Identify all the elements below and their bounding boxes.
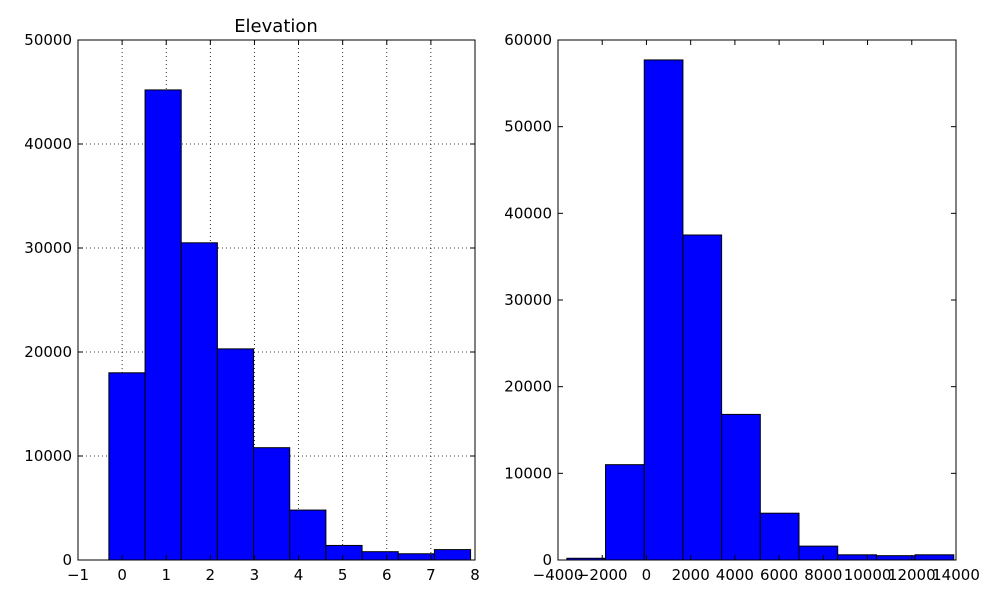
histogram-bar [144, 89, 182, 561]
x-tick-label: 3 [250, 566, 260, 584]
histogram-bar [108, 372, 146, 561]
histogram-bar [289, 509, 327, 561]
y-tick-label: 40000 [504, 204, 552, 222]
histogram-bar [837, 554, 877, 561]
x-tick-label: 6 [382, 566, 392, 584]
histogram-bar [798, 545, 839, 561]
histogram-bar [433, 549, 472, 561]
x-tick-label: 2000 [672, 566, 710, 584]
x-tick-label: 10000 [844, 566, 892, 584]
second-histogram-panel: −4000−2000 0 2000 4000 6000 8000 1000012000140… [504, 31, 980, 584]
x-tick-label: 0 [642, 566, 652, 584]
x-tick-label: 4000 [716, 566, 754, 584]
y-tick-label: 30000 [24, 239, 72, 257]
y-tick-label: 50000 [504, 118, 552, 136]
axes-frame [77, 39, 476, 561]
x-tick-label: 8000 [804, 566, 842, 584]
histogram-bar [180, 242, 218, 561]
histogram-bar [216, 348, 255, 561]
y-tick-label: 50000 [24, 31, 72, 49]
elevation-histogram-panel: Elevation −1 0 1 2 3 4 5 6 7 80100002000030000400… [24, 16, 479, 584]
x-tick-label: −4000 [533, 566, 584, 584]
x-tick-label: 7 [426, 566, 436, 584]
x-tick-label: 0 [117, 566, 127, 584]
x-tick-label: 14000 [932, 566, 980, 584]
histogram-bar [682, 234, 723, 561]
y-tick-label: 20000 [24, 343, 72, 361]
x-tick-label: 2 [206, 566, 216, 584]
histogram-bar [643, 59, 684, 561]
histogram-bar [361, 551, 399, 561]
y-tick-label: 10000 [24, 447, 72, 465]
chart-title: Elevation [234, 16, 318, 37]
histogram-bar [605, 464, 645, 561]
y-tick-label: 60000 [504, 31, 552, 49]
x-tick-label: 5 [338, 566, 348, 584]
y-tick-label: 40000 [24, 135, 72, 153]
x-tick-label: 12000 [888, 566, 936, 584]
x-tick-label: 6000 [760, 566, 798, 584]
histogram-bar [325, 544, 363, 561]
y-tick-label: 0 [62, 551, 72, 569]
histogram-bar [397, 553, 435, 561]
x-tick-label: 4 [294, 566, 304, 584]
x-tick-label: −1 [67, 566, 89, 584]
histogram-bar [914, 554, 955, 561]
x-tick-label: −2000 [577, 566, 628, 584]
x-tick-label: 8 [470, 566, 480, 584]
y-tick-label: 10000 [504, 464, 552, 482]
histogram-bar [253, 447, 291, 561]
y-tick-label: 20000 [504, 378, 552, 396]
histogram-bar [721, 413, 761, 561]
x-tick-label: 1 [161, 566, 171, 584]
histogram-bar [759, 512, 800, 561]
y-tick-label: 0 [542, 551, 552, 569]
y-tick-label: 30000 [504, 291, 552, 309]
histogram-bar [875, 555, 916, 561]
